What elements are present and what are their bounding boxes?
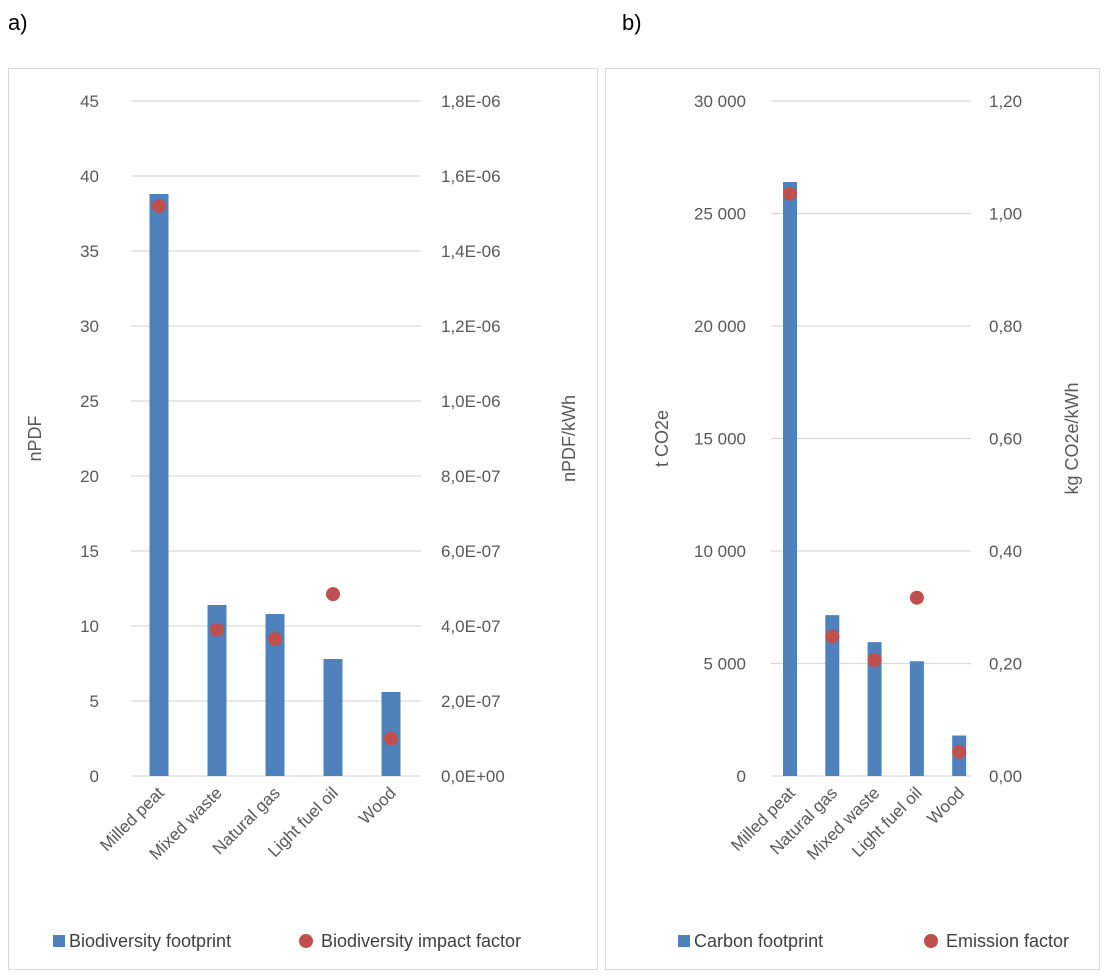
y-tick-label: 20 000 [694, 317, 746, 336]
legend-bar-swatch [678, 935, 690, 947]
bar [265, 614, 285, 776]
panel-label-a: a) [8, 10, 28, 35]
legend-marker-swatch [299, 934, 313, 948]
bar [825, 615, 840, 776]
y2-tick-label: 2,0E-07 [441, 692, 501, 711]
y2-tick-label: 0,20 [989, 655, 1022, 674]
y2-tick-label: 0,60 [989, 430, 1022, 449]
marker-point [783, 186, 797, 201]
marker-point [326, 587, 340, 602]
y-tick-label: 5 000 [703, 655, 746, 674]
y-tick-label: 0 [90, 767, 99, 786]
y2-tick-label: 0,0E+00 [441, 767, 505, 786]
legend-label: Carbon footprint [694, 931, 823, 951]
marker-point [384, 731, 398, 746]
chart-b-frame: 0 5 000 10 000 15 000 20 000 25 000 30 000 0,00… [605, 68, 1100, 970]
y-tick-label: 20 [80, 467, 99, 486]
y2-tick-label: 4,0E-07 [441, 617, 501, 636]
legend-label: Emission factor [946, 931, 1069, 951]
legend-bar-swatch [53, 935, 65, 947]
y2-tick-label: 1,6E-06 [441, 167, 501, 186]
chart-a-frame: 0 5 10 15 20 25 30 35 40 45 0,0E+00 2,0E-07 4,0E-07 6… [8, 68, 598, 970]
y2-tick-label: 6,0E-07 [441, 542, 501, 561]
y-tick-label: 45 [80, 92, 99, 111]
y-tick-label: 25 [80, 392, 99, 411]
x-tick-label: Wood [355, 783, 400, 828]
bar [323, 659, 343, 776]
chart-b: 0 5 000 10 000 15 000 20 000 25 000 30 000 0,00… [652, 92, 1082, 951]
y-axis-title: t CO2e [652, 410, 672, 467]
y2-tick-label: 1,0E-06 [441, 392, 501, 411]
legend-label: Biodiversity footprint [69, 931, 231, 951]
y-tick-label: 30 [80, 317, 99, 336]
marker-point [152, 199, 166, 213]
y-tick-label: 30 000 [694, 92, 746, 111]
bar [867, 642, 882, 776]
y2-tick-label: 0,00 [989, 767, 1022, 786]
y2-tick-label: 1,00 [989, 205, 1022, 224]
y2-tick-label: 1,20 [989, 92, 1022, 111]
x-tick-label: Wood [923, 783, 968, 828]
y-tick-label: 10 [80, 617, 99, 636]
chart-a: 0 5 10 15 20 25 30 35 40 45 0,0E+00 2,0E-07 4,0E-07 6… [25, 92, 579, 951]
y2-tick-label: 0,40 [989, 542, 1022, 561]
marker-point [825, 629, 840, 644]
marker-point [867, 653, 882, 668]
bar [207, 605, 227, 776]
panel-label-b: b) [622, 10, 642, 35]
bar [783, 182, 797, 776]
y-tick-label: 5 [90, 692, 99, 711]
marker-point [952, 744, 967, 759]
y-tick-label: 40 [80, 167, 99, 186]
marker-point [210, 622, 224, 637]
legend-label: Biodiversity impact factor [321, 931, 521, 951]
y2-tick-label: 8,0E-07 [441, 467, 501, 486]
marker-point [909, 590, 924, 605]
y-tick-label: 10 000 [694, 542, 746, 561]
y-axis-title: nPDF [25, 415, 45, 461]
legend-marker-swatch [924, 934, 938, 948]
y-tick-label: 25 000 [694, 205, 746, 224]
y2-tick-label: 1,8E-06 [441, 92, 501, 111]
y2-tick-label: 1,2E-06 [441, 317, 501, 336]
bar [909, 661, 924, 776]
marker-point [268, 632, 282, 647]
y-tick-label: 0 [737, 767, 746, 786]
bar [149, 194, 169, 776]
y2-axis-title: nPDF/kWh [559, 395, 579, 482]
y2-axis-title: kg CO2e/kWh [1062, 382, 1082, 494]
y2-tick-label: 0,80 [989, 317, 1022, 336]
y2-tick-label: 1,4E-06 [441, 242, 501, 261]
y-tick-label: 35 [80, 242, 99, 261]
y-tick-label: 15 000 [694, 430, 746, 449]
y-tick-label: 15 [80, 542, 99, 561]
